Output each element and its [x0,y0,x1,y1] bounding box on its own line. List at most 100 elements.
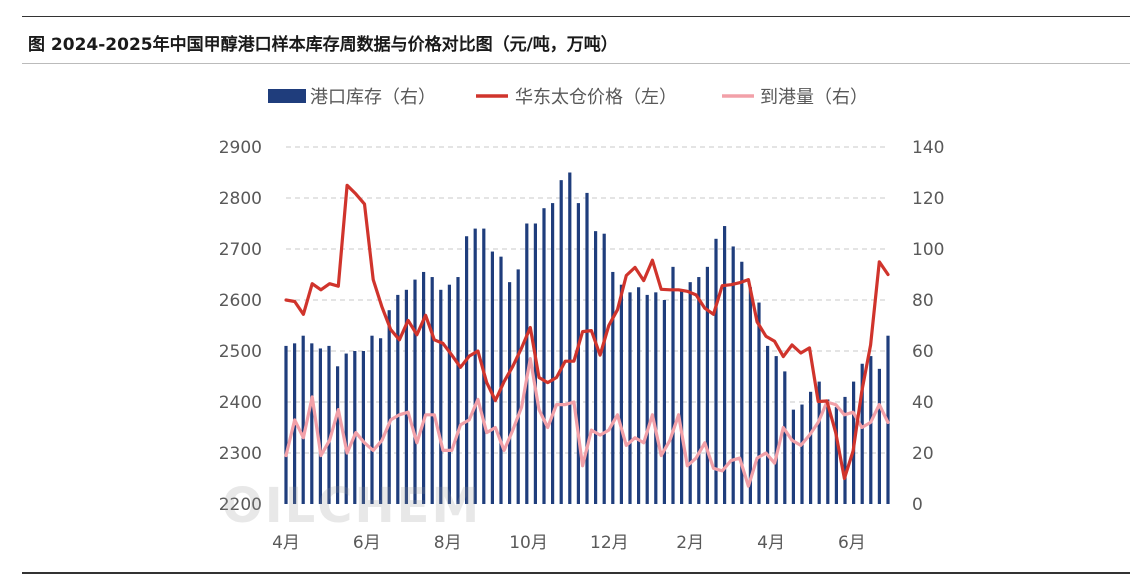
price-line [284,183,890,481]
inventory-bar [413,279,417,504]
inventory-bar [301,335,305,504]
legend-label: 港口库存（右） [310,87,436,108]
inventory-bar [551,203,555,504]
inventory-bar [559,180,563,504]
inventory-bar [576,203,580,504]
inventory-bar [465,236,469,504]
x-tick-label: 10月 [509,533,548,553]
inventory-bar [611,271,615,504]
inventory-bar [671,266,675,504]
inventory-bar [516,269,520,504]
inventory-bar [877,368,881,504]
inventory-bar [774,356,778,504]
inventory-bar [525,223,529,504]
y-right-tick-label: 20 [912,444,934,464]
inventory-bar [284,345,288,504]
inventory-bar [336,366,340,504]
series-lines [284,183,890,488]
axis-ticks: 2200 2300 2400 2500 2600 2700 2800 2900 0 20 40 60 8… [219,138,945,553]
inventory-bar [619,284,623,504]
y-right-tick-label: 60 [912,342,934,362]
inventory-bar [791,409,795,504]
y-right-tick-label: 100 [912,240,944,260]
inventory-bar [508,282,512,504]
inventory-bar [637,287,641,504]
y-left-tick-label: 2300 [219,444,262,464]
legend-swatch-inventory [268,89,306,103]
y-left-tick-label: 2800 [219,189,262,209]
y-right-tick-label: 40 [912,393,934,413]
inventory-bar [688,282,692,504]
inventory-bar [353,351,357,504]
legend: 港口库存（右） 华东太仓价格（左） 到港量（右） [268,87,868,108]
y-right-tick-label: 140 [912,138,944,158]
y-right-tick-label: 80 [912,291,934,311]
inventory-bar [430,277,434,504]
inventory-bar [499,256,503,504]
inventory-bar [766,345,770,504]
inventory-bar [748,287,752,504]
x-tick-label: 2月 [676,533,704,553]
inventory-bar [404,289,408,504]
inventory-bar [473,228,477,504]
inventory-bar [602,233,606,504]
inventory-bar [740,261,744,504]
inventory-bar [783,371,787,504]
inventory-bar [456,277,460,504]
inventory-bar [645,294,649,504]
inventory-bar [396,294,400,504]
inventory-bar [490,251,494,504]
legend-label: 华东太仓价格（左） [515,87,677,108]
inventory-bar [439,289,443,504]
y-left-tick-label: 2600 [219,291,262,311]
inventory-bar [387,310,391,504]
x-tick-label: 12月 [590,533,629,553]
y-right-tick-label: 0 [912,495,923,515]
inventory-bar [705,266,709,504]
inventory-bar [714,238,718,505]
inventory-bar [318,348,322,504]
x-tick-label: 6月 [838,533,866,553]
inventory-bar [422,271,426,504]
watermark-logo: OILCHEM [222,478,482,534]
inventory-bar [654,292,658,504]
inventory-bar [662,300,666,504]
inventory-bar [361,351,365,504]
y-right-tick-label: 120 [912,189,944,209]
inventory-bar [697,277,701,504]
inventory-bar [628,292,632,504]
inventory-bar [585,192,589,504]
title-rule [22,63,1130,64]
inventory-bar [370,335,374,504]
y-left-tick-label: 2700 [219,240,262,260]
chart-title: 图 2024-2025年中国甲醇港口样本库存周数据与价格对比图（元/吨，万吨） [28,35,618,55]
inventory-bar [344,353,348,504]
inventory-bar [327,345,331,504]
inventory-bar [723,226,727,505]
y-left-tick-label: 2400 [219,393,262,413]
inventory-bar [860,363,864,504]
inventory-bar [757,302,761,504]
legend-label: 到港量（右） [760,87,868,108]
inventory-bar [809,391,813,504]
inventory-bar [379,338,383,504]
inventory-bar [542,208,546,504]
arrivals-line [284,357,890,488]
inventory-bar [680,289,684,504]
x-tick-label: 4月 [757,533,785,553]
inventory-bar [800,404,804,504]
x-tick-label: 4月 [272,533,300,553]
y-left-tick-label: 2200 [219,495,262,515]
inventory-bar [310,343,314,504]
y-left-tick-label: 2900 [219,138,262,158]
inventory-bar [826,399,830,504]
inventory-bar [594,231,598,504]
bottom-rule [22,572,1130,574]
y-left-tick-label: 2500 [219,342,262,362]
inventory-bar [731,246,735,504]
x-tick-label: 8月 [434,533,462,553]
inventory-bar [447,284,451,504]
inventory-bar [869,356,873,504]
inventory-bar [843,396,847,504]
